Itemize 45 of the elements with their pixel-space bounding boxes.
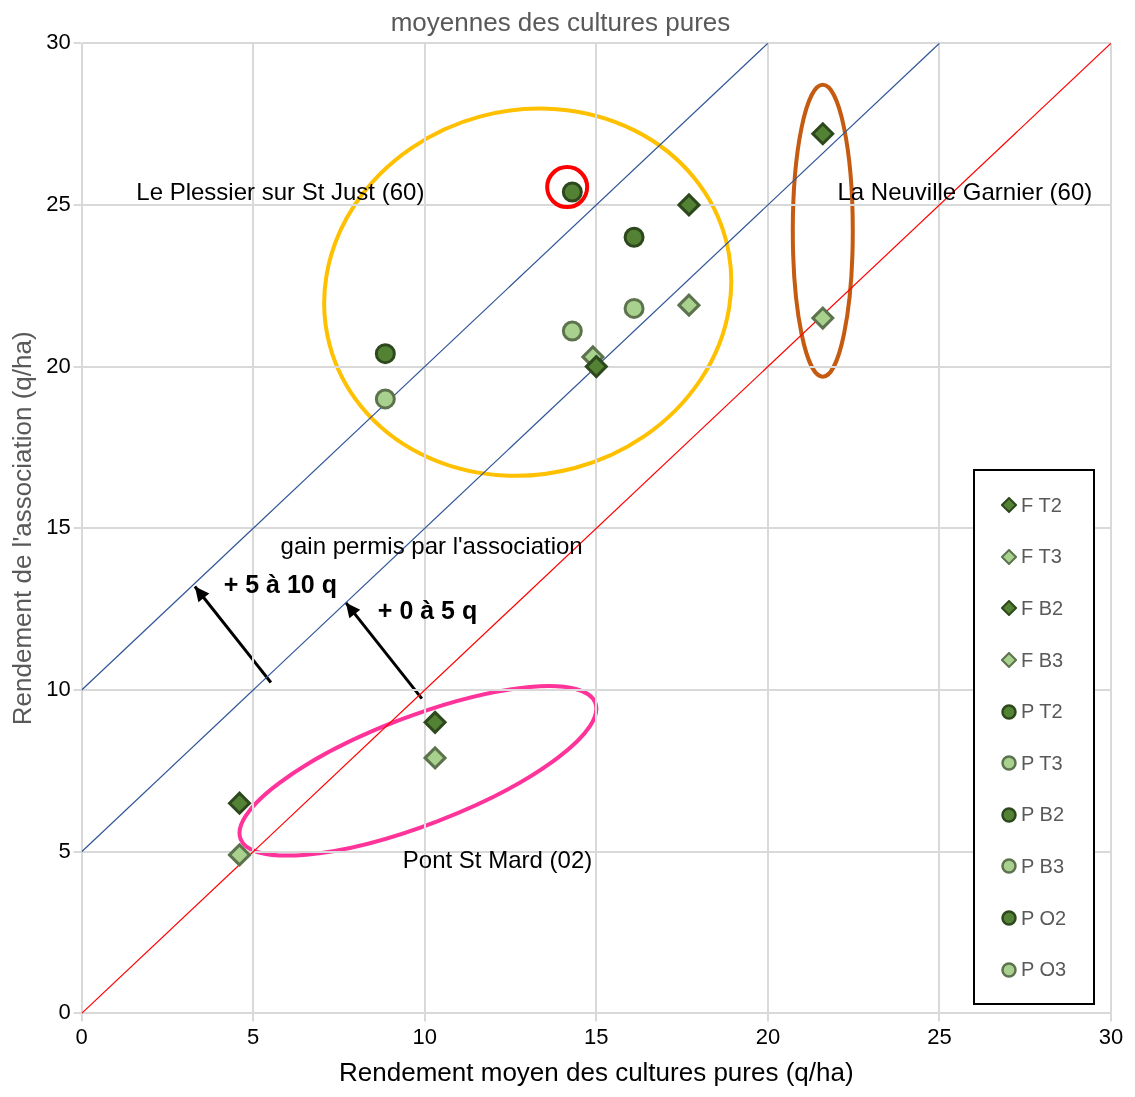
legend-label: P T2 <box>1021 700 1063 724</box>
y-axis-title: Rendement de l'association (q/ha) <box>6 331 37 726</box>
point <box>545 165 590 210</box>
point <box>623 297 645 319</box>
point <box>677 293 701 317</box>
y-tick-label: 0 <box>58 999 71 1025</box>
legend-label: F B2 <box>1021 596 1064 620</box>
legend-label: P O3 <box>1021 958 1067 982</box>
y-tick-label: 15 <box>46 514 71 540</box>
x-axis-title: Rendement moyen des cultures pures (q/ha) <box>339 1056 854 1087</box>
point <box>811 122 835 146</box>
legend-label: F B3 <box>1021 648 1064 672</box>
point <box>677 193 701 217</box>
point <box>228 791 251 815</box>
y-tick-label: 5 <box>58 837 71 863</box>
x-tick-label: 30 <box>1098 1023 1124 1049</box>
legend-label: P O2 <box>1021 906 1067 930</box>
point <box>811 306 835 330</box>
annotation: Pont St Mard (02) <box>402 845 593 873</box>
legend-label: F T2 <box>1021 493 1062 517</box>
x-tick-label: 15 <box>584 1023 609 1049</box>
y-tick-label: 30 <box>46 29 71 55</box>
y-tick-label: 25 <box>46 190 71 216</box>
point <box>228 843 251 867</box>
x-tick-label: 5 <box>247 1023 260 1049</box>
x-tick-label: 20 <box>755 1023 781 1049</box>
y-tick-label: 20 <box>46 352 71 378</box>
point <box>561 320 583 342</box>
legend-label: F T3 <box>1021 545 1062 569</box>
y-tick-label: 10 <box>46 676 71 702</box>
annotation: + 5 à 10 q <box>223 570 337 599</box>
chart-title: moyennes des cultures pures <box>390 6 731 37</box>
legend-label: P B3 <box>1021 854 1064 878</box>
point <box>374 343 396 365</box>
point <box>623 226 645 248</box>
point <box>374 388 396 410</box>
legend-label: P T3 <box>1021 751 1063 775</box>
x-tick-label: 0 <box>75 1023 88 1049</box>
x-tick-label: 10 <box>412 1023 438 1049</box>
annotation: + 0 à 5 q <box>377 595 478 624</box>
legend-label: P B2 <box>1021 803 1064 827</box>
point <box>584 355 608 379</box>
point <box>423 746 447 770</box>
point <box>423 710 447 734</box>
x-tick-label: 25 <box>927 1023 952 1049</box>
